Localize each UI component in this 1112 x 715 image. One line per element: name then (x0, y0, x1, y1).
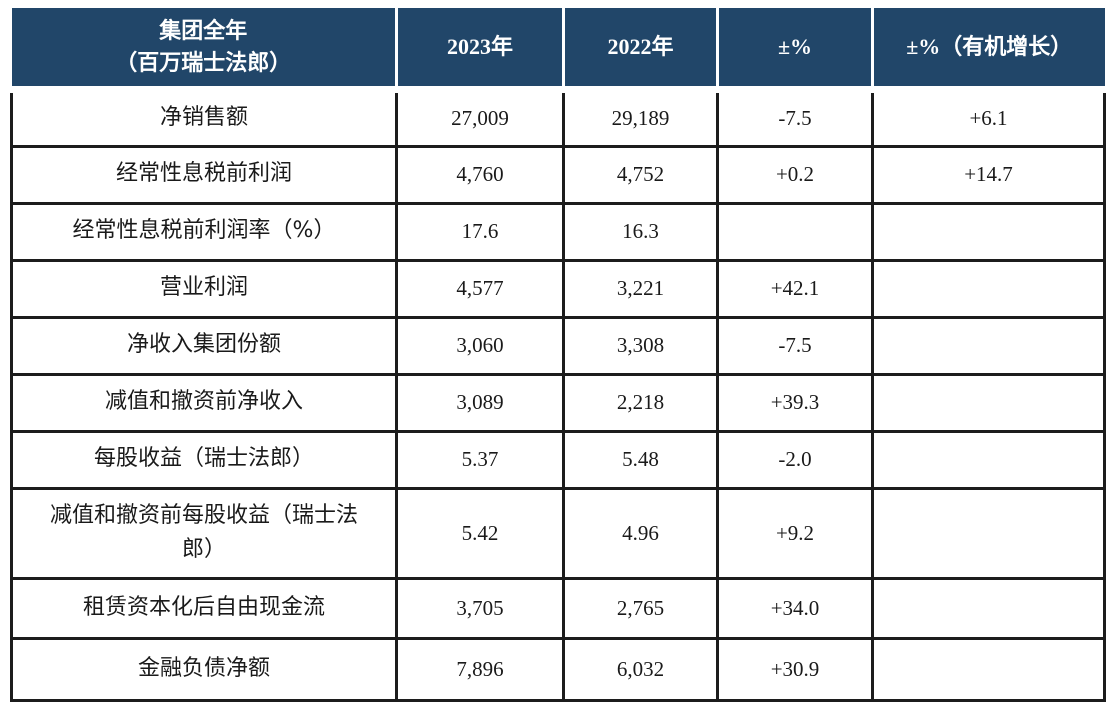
value-change-pct: +0.2 (716, 144, 874, 205)
table-row: 经常性息税前利润 4,760 4,752 +0.2 +14.7 (10, 144, 1106, 205)
value-organic-growth: +14.7 (871, 144, 1106, 205)
value-2023: 27,009 (395, 87, 565, 148)
header-col-2022: 2022年 (562, 8, 719, 93)
row-label: 租赁资本化后自由现金流 (10, 576, 398, 640)
value-2023: 4,760 (395, 144, 565, 205)
value-organic-growth (871, 201, 1106, 262)
value-organic-growth (871, 258, 1106, 319)
table-row: 净收入集团份额 3,060 3,308 -7.5 (10, 315, 1106, 376)
row-label: 营业利润 (10, 258, 398, 319)
row-label: 减值和撤资前净收入 (10, 372, 398, 433)
row-label: 金融负债净额 (10, 636, 398, 702)
value-2023: 3,060 (395, 315, 565, 376)
row-label: 净销售额 (10, 87, 398, 148)
value-organic-growth (871, 372, 1106, 433)
table-row: 金融负债净额 7,896 6,032 +30.9 (10, 636, 1106, 702)
table-row: 减值和撤资前净收入 3,089 2,218 +39.3 (10, 372, 1106, 433)
value-2022: 2,765 (562, 576, 719, 640)
row-label: 经常性息税前利润 (10, 144, 398, 205)
header-title-line2: （百万瑞士法郎） (115, 49, 292, 75)
value-organic-growth: +6.1 (871, 87, 1106, 148)
value-change-pct: -7.5 (716, 87, 874, 148)
header-col-organic-growth: ±%（有机增长） (871, 8, 1105, 93)
header-col-metric: 集团全年 （百万瑞士法郎） (11, 8, 398, 93)
value-change-pct: +34.0 (716, 576, 874, 640)
value-2023: 4,577 (395, 258, 565, 319)
financial-summary-table: 集团全年 （百万瑞士法郎） 2023年 2022年 ±% ±%（有机增长） 净销… (10, 8, 1106, 702)
value-2022: 3,221 (562, 258, 719, 319)
value-change-pct: -2.0 (716, 429, 874, 490)
row-label: 减值和撤资前每股收益（瑞士法郎） (10, 486, 398, 580)
value-2022: 4,752 (562, 144, 719, 205)
table-row: 租赁资本化后自由现金流 3,705 2,765 +34.0 (10, 576, 1106, 640)
row-label: 净收入集团份额 (10, 315, 398, 376)
value-2022: 2,218 (562, 372, 719, 433)
value-2022: 3,308 (562, 315, 719, 376)
value-2022: 5.48 (562, 429, 719, 490)
row-label: 经常性息税前利润率（%） (10, 201, 398, 262)
value-change-pct: +9.2 (716, 486, 874, 580)
value-organic-growth (871, 576, 1106, 640)
value-2023: 17.6 (395, 201, 565, 262)
table-body: 净销售额 27,009 29,189 -7.5 +6.1 经常性息税前利润 4,… (10, 87, 1106, 702)
table-header: 集团全年 （百万瑞士法郎） 2023年 2022年 ±% ±%（有机增长） (11, 8, 1105, 93)
value-2023: 3,089 (395, 372, 565, 433)
header-row: 集团全年 （百万瑞士法郎） 2023年 2022年 ±% ±%（有机增长） (11, 8, 1105, 93)
value-organic-growth (871, 315, 1106, 376)
value-change-pct: -7.5 (716, 315, 874, 376)
table-row: 经常性息税前利润率（%） 17.6 16.3 (10, 201, 1106, 262)
row-label: 每股收益（瑞士法郎） (10, 429, 398, 490)
header-col-2023: 2023年 (395, 8, 565, 93)
header-col-change-pct: ±% (716, 8, 874, 93)
table-row: 每股收益（瑞士法郎） 5.37 5.48 -2.0 (10, 429, 1106, 490)
header-title-line1: 集团全年 (159, 17, 248, 43)
value-2023: 7,896 (395, 636, 565, 702)
value-2023: 5.42 (395, 486, 565, 580)
value-change-pct: +30.9 (716, 636, 874, 702)
value-change-pct (716, 201, 874, 262)
value-organic-growth (871, 429, 1106, 490)
value-organic-growth (871, 636, 1106, 702)
value-change-pct: +39.3 (716, 372, 874, 433)
value-2022: 29,189 (562, 87, 719, 148)
value-organic-growth (871, 486, 1106, 580)
table-row: 净销售额 27,009 29,189 -7.5 +6.1 (10, 87, 1106, 148)
table-row: 减值和撤资前每股收益（瑞士法郎） 5.42 4.96 +9.2 (10, 486, 1106, 580)
value-2022: 16.3 (562, 201, 719, 262)
value-2023: 3,705 (395, 576, 565, 640)
value-change-pct: +42.1 (716, 258, 874, 319)
value-2022: 4.96 (562, 486, 719, 580)
table-row: 营业利润 4,577 3,221 +42.1 (10, 258, 1106, 319)
value-2022: 6,032 (562, 636, 719, 702)
value-2023: 5.37 (395, 429, 565, 490)
